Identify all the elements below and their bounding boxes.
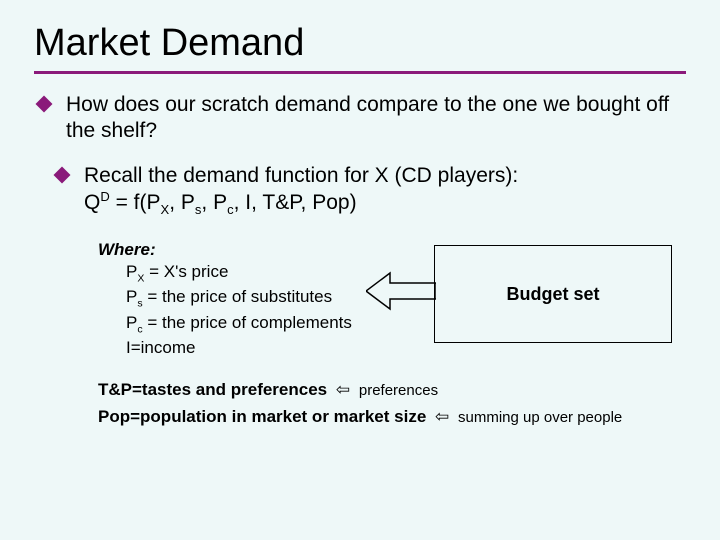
- bullet-2-formula: QD = f(PX, Ps, Pc, I, T&P, Pop): [84, 189, 686, 219]
- definitions-row: Where: PX = X's price Ps = the price of …: [34, 239, 686, 359]
- slide-title: Market Demand: [34, 22, 686, 65]
- formula-c1: , P: [169, 191, 195, 214]
- def-ps-p: P: [126, 287, 137, 306]
- def-i: I=income: [126, 337, 352, 359]
- bullet-list: How does our scratch demand compare to t…: [38, 92, 686, 219]
- arrow-left-icon: ⇦: [332, 380, 354, 399]
- formula-sub-x: X: [161, 203, 170, 218]
- budget-set-box: Budget set: [434, 245, 672, 343]
- where-defs: PX = X's price Ps = the price of substit…: [126, 261, 352, 358]
- formula-c2: , P: [201, 191, 227, 214]
- arrow-left-icon: ⇦: [431, 407, 453, 426]
- formula-mid: = f(P: [110, 191, 161, 214]
- def-px: PX = X's price: [126, 261, 352, 286]
- tail-tp-note: preferences: [359, 382, 438, 399]
- formula-tail: , I, T&P, Pop): [234, 191, 357, 214]
- tail-pop: Pop=population in market or market size …: [98, 404, 686, 430]
- bullet-1-text: How does our scratch demand compare to t…: [66, 93, 669, 142]
- def-pc-p: P: [126, 313, 137, 332]
- tail-tp-left: T&P=tastes and preferences: [98, 380, 327, 399]
- where-label: Where:: [98, 239, 352, 261]
- tail-block: T&P=tastes and preferences ⇦ preferences…: [98, 377, 686, 430]
- def-px-text: = X's price: [144, 262, 228, 281]
- def-px-p: P: [126, 262, 137, 281]
- def-pc: Pc = the price of complements: [126, 312, 352, 337]
- formula-sup-d: D: [100, 189, 109, 204]
- bullet-2: Recall the demand function for X (CD pla…: [56, 163, 686, 220]
- where-block: Where: PX = X's price Ps = the price of …: [98, 239, 352, 358]
- bullet-1: How does our scratch demand compare to t…: [38, 92, 686, 145]
- diamond-icon: [54, 166, 71, 183]
- tail-pop-left: Pop=population in market or market size: [98, 407, 426, 426]
- bullet-2-line1: Recall the demand function for X (CD pla…: [84, 163, 686, 190]
- arrow-left-icon: [366, 271, 436, 311]
- arrow-outline: [366, 273, 436, 309]
- formula-q: Q: [84, 191, 100, 214]
- title-underline: [34, 71, 686, 74]
- def-pc-text: = the price of complements: [143, 313, 352, 332]
- tail-tp: T&P=tastes and preferences ⇦ preferences: [98, 377, 686, 403]
- slide: Market Demand How does our scratch deman…: [0, 0, 720, 540]
- def-ps-text: = the price of substitutes: [143, 287, 332, 306]
- def-ps: Ps = the price of substitutes: [126, 286, 352, 311]
- block-arrow-left: [366, 271, 436, 311]
- budget-set-label: Budget set: [506, 284, 599, 305]
- diamond-icon: [36, 96, 53, 113]
- tail-pop-note: summing up over people: [458, 409, 622, 426]
